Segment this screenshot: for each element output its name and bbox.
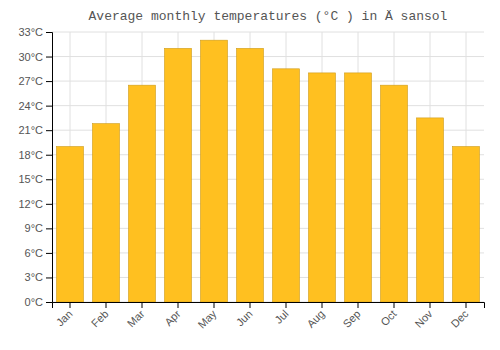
tick: 9°C — [25, 222, 52, 234]
tick-mark — [46, 253, 52, 254]
bar — [129, 85, 156, 302]
tick: Jun — [234, 302, 255, 329]
tick-label: Jul — [272, 308, 290, 326]
tick-mark — [46, 32, 52, 33]
tick-mark — [46, 57, 52, 58]
tick-mark — [394, 302, 395, 308]
tick: 6°C — [25, 247, 52, 259]
tick: 12°C — [18, 198, 52, 210]
tick-mark — [466, 302, 467, 308]
bar — [345, 73, 372, 302]
plot-area: Jan Feb Mar Apr May Jun Jul Aug Sep Oct Nov Dec 0°C 3… — [18, 26, 484, 331]
tick-label: Feb — [89, 308, 111, 330]
tick-mark — [70, 302, 71, 308]
bar — [237, 48, 264, 302]
tick: Jul — [272, 302, 290, 326]
tick: 27°C — [18, 75, 52, 87]
tick: Nov — [412, 302, 435, 330]
tick-label: 24°C — [18, 100, 43, 112]
tick: Mar — [125, 302, 147, 329]
tick-mark — [46, 228, 52, 229]
tick: May — [195, 302, 219, 331]
tick-mark — [46, 130, 52, 131]
tick: 30°C — [18, 51, 52, 63]
tick-mark — [46, 81, 52, 82]
axis-line — [53, 303, 485, 309]
tick: Apr — [162, 302, 183, 328]
tick-label: 33°C — [18, 26, 43, 38]
tick-mark — [430, 302, 431, 308]
tick-label: 15°C — [18, 173, 43, 185]
tick-label: Jan — [54, 308, 75, 329]
tick-label: Mar — [125, 307, 147, 329]
tick: 33°C — [18, 26, 52, 38]
tick-mark — [214, 302, 215, 308]
tick: 15°C — [18, 173, 52, 185]
y-axis: 0°C 3°C 6°C 9°C 12°C 15°C 18°C 21°C 24°C 27°C 30°C… — [18, 26, 52, 308]
tick-label: Dec — [448, 307, 471, 330]
tick: Jan — [54, 302, 75, 329]
bar — [381, 85, 408, 302]
grid-line-y — [52, 105, 484, 106]
tick-mark — [358, 302, 359, 308]
tick-mark — [106, 302, 107, 308]
tick-mark — [46, 106, 52, 107]
bar — [201, 40, 228, 302]
grid-line-y — [52, 56, 484, 57]
tick-label: Apr — [162, 307, 183, 328]
tick-label: 3°C — [25, 271, 44, 283]
tick-label: May — [195, 307, 219, 331]
grid-line-y — [52, 81, 484, 82]
grid-line-y — [52, 32, 484, 33]
bars — [57, 40, 480, 302]
title: Average monthly temperatures (°C ) in Ä … — [89, 9, 448, 24]
tick-label: 12°C — [18, 198, 43, 210]
tick: Dec — [448, 302, 471, 330]
tick-label: Aug — [304, 308, 326, 330]
tick-label: 6°C — [25, 247, 44, 259]
tick-mark — [46, 179, 52, 180]
tick-label: Nov — [412, 307, 435, 330]
bar — [57, 147, 84, 302]
x-axis: Jan Feb Mar Apr May Jun Jul Aug Sep Oct Nov Dec — [53, 302, 485, 331]
tick-mark — [178, 302, 179, 308]
tick-mark — [46, 155, 52, 156]
tick: Feb — [89, 302, 111, 329]
tick: Oct — [378, 302, 399, 328]
tick: 18°C — [18, 149, 52, 161]
tick-label: 0°C — [25, 296, 44, 308]
bar — [309, 73, 336, 302]
chart: Jan Feb Mar Apr May Jun Jul Aug Sep Oct Nov Dec 0°C 3… — [0, 0, 500, 350]
bar — [453, 147, 480, 302]
tick-mark — [46, 277, 52, 278]
tick: 3°C — [25, 271, 52, 283]
tick: 21°C — [18, 124, 52, 136]
tick-label: Oct — [378, 308, 399, 329]
tick-label: 18°C — [18, 149, 43, 161]
tick-label: Sep — [340, 308, 362, 330]
bar — [165, 48, 192, 302]
bar — [93, 124, 120, 302]
tick-label: 27°C — [18, 75, 43, 87]
tick: Sep — [340, 302, 362, 330]
bar — [273, 69, 300, 302]
bar — [417, 118, 444, 302]
tick-label: 9°C — [25, 222, 44, 234]
tick-label: 21°C — [18, 124, 43, 136]
tick-label: 30°C — [18, 51, 43, 63]
tick-mark — [46, 302, 52, 303]
tick-mark — [46, 204, 52, 205]
grid — [52, 32, 484, 302]
tick-mark — [250, 302, 251, 308]
tick: Aug — [304, 302, 326, 330]
tick-mark — [322, 302, 323, 308]
tick-mark — [286, 302, 287, 308]
tick-mark — [142, 302, 143, 308]
tick: 24°C — [18, 100, 52, 112]
tick-label: Jun — [234, 308, 255, 329]
tick: 0°C — [25, 296, 52, 308]
axis-line — [46, 33, 53, 303]
